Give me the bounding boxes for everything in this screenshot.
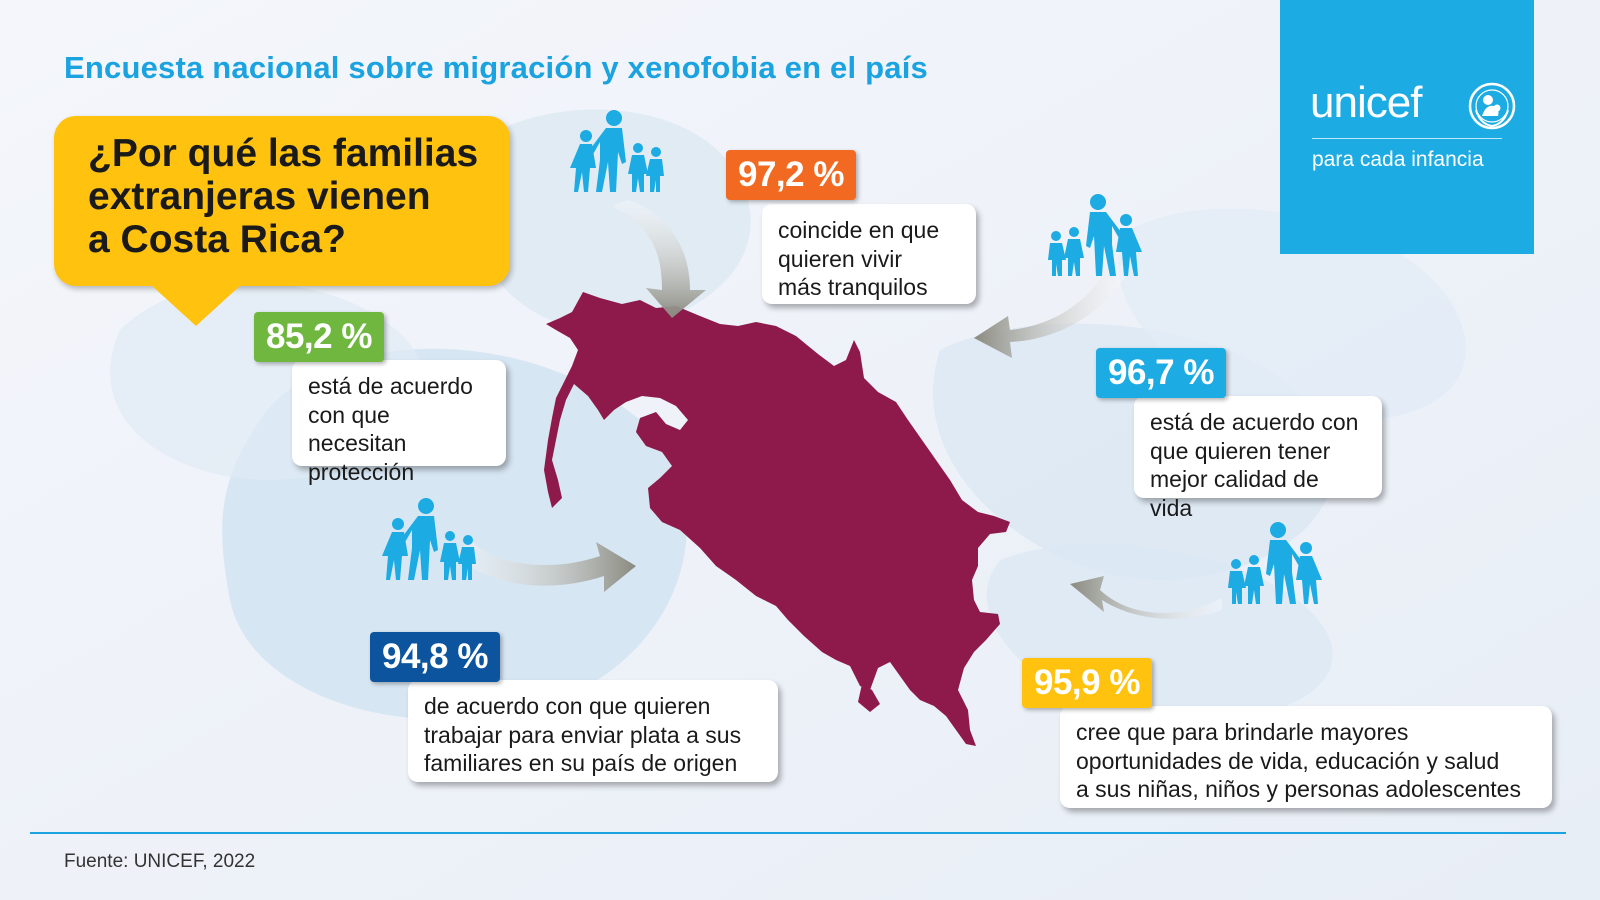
stat-line: que quieren tener xyxy=(1150,437,1331,464)
stat-line: con que necesitan xyxy=(308,401,407,457)
page-title: Encuesta nacional sobre migración y xeno… xyxy=(64,50,928,85)
stat-line: está de acuerdo xyxy=(308,373,473,399)
stat-line: oportunidades de vida, educación y salud xyxy=(1076,747,1500,774)
stat-description: está de acuerdo con que necesitan protec… xyxy=(292,360,506,485)
stat-description: cree que para brindarle mayores oportuni… xyxy=(1060,706,1552,808)
stat-line: cree que para brindarle mayores xyxy=(1076,719,1409,745)
family-icon xyxy=(382,498,476,580)
stat-description: está de acuerdo con que quieren tener me… xyxy=(1134,396,1382,521)
stat-line: está de acuerdo con xyxy=(1150,409,1359,435)
stat-value-badge: 95,9 % xyxy=(1022,658,1152,708)
logo-tagline: para cada infancia xyxy=(1312,148,1484,171)
stat-line: mejor calidad de vida xyxy=(1150,466,1319,521)
question-bubble-tail xyxy=(150,284,242,326)
arrow-icon xyxy=(612,200,706,318)
arrow-icon xyxy=(1070,576,1222,619)
logo-wordmark: unicef xyxy=(1310,78,1422,127)
stat-value-badge: 97,2 % xyxy=(726,150,856,200)
question-text: ¿Por qué las familias extranjeras vienen… xyxy=(88,132,478,261)
stat-line: familiares en su país de origen xyxy=(424,750,738,776)
stat-line: protección xyxy=(308,458,415,485)
stat-description: coincide en que quieren vivir más tranqu… xyxy=(762,204,976,304)
unicef-emblem-icon xyxy=(1468,82,1516,130)
stat-line: más tranquilos xyxy=(778,274,928,300)
arrow-icon xyxy=(456,540,636,592)
stat-value-badge: 85,2 % xyxy=(254,312,384,362)
arrow-icon xyxy=(974,262,1130,358)
unicef-logo: unicef para cada infancia xyxy=(1280,0,1534,254)
footer-divider xyxy=(30,832,1566,834)
stat-line: coincide en que xyxy=(778,217,940,243)
stat-line: trabajar para enviar plata a sus xyxy=(424,721,742,748)
source-note: Fuente: UNICEF, 2022 xyxy=(64,851,256,872)
family-icon xyxy=(1048,194,1142,276)
family-icon xyxy=(1228,522,1322,604)
stat-line: a sus niñas, niños y personas adolescent… xyxy=(1076,776,1521,802)
family-icon xyxy=(570,110,664,192)
question-line: extranjeras vienen xyxy=(88,175,431,218)
stat-line: quieren vivir xyxy=(778,245,902,272)
logo-divider xyxy=(1312,138,1502,139)
costa-rica-map xyxy=(544,292,1010,746)
stat-value-badge: 96,7 % xyxy=(1096,348,1226,398)
stat-line: de acuerdo con que quieren xyxy=(424,693,711,719)
question-line: a Costa Rica? xyxy=(88,218,346,261)
question-line: ¿Por qué las familias xyxy=(88,132,479,175)
question-bubble: ¿Por qué las familias extranjeras vienen… xyxy=(54,116,510,286)
stat-description: de acuerdo con que quieren trabajar para… xyxy=(408,680,778,782)
stat-value-badge: 94,8 % xyxy=(370,632,500,682)
